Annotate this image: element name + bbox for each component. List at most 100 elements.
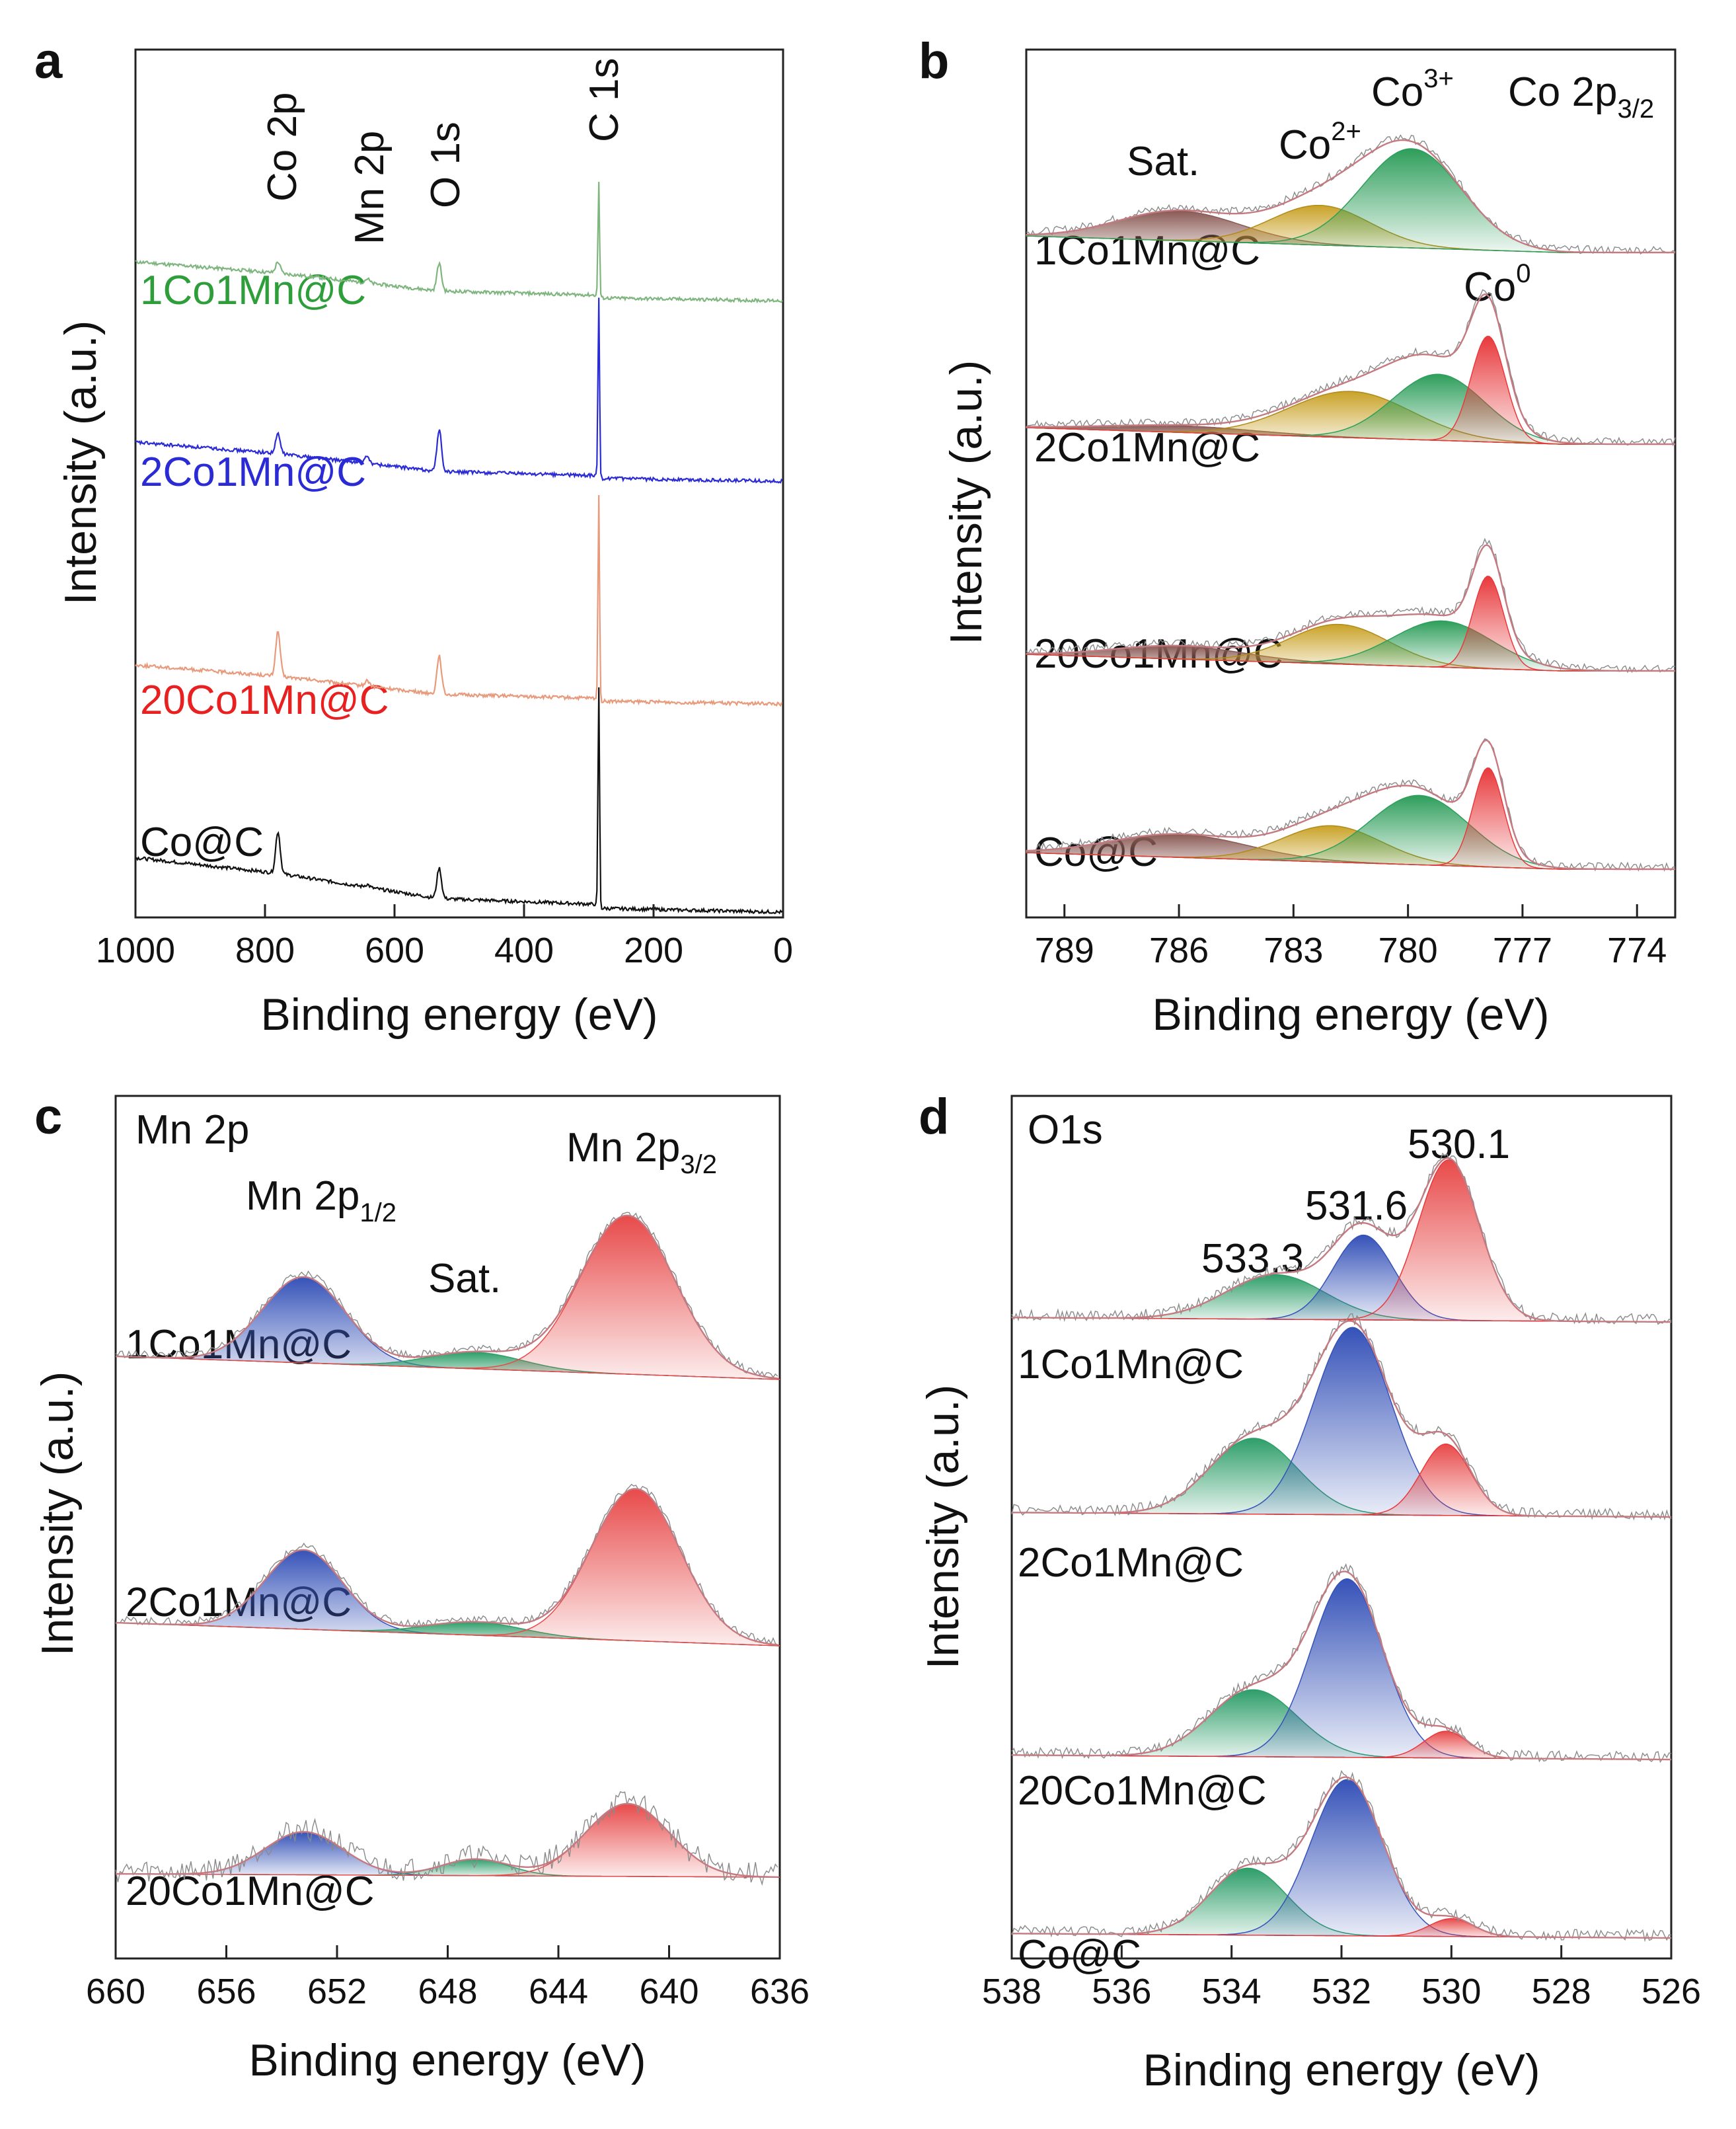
panel-b-xlabel: Binding energy (eV) xyxy=(1152,989,1549,1040)
panel-a-plot: 1000 800 600 400 200 0 xyxy=(96,182,793,970)
panel-b-raw-20Co1Mn@C xyxy=(1026,537,1676,674)
panel-d-xtick-label: 528 xyxy=(1532,1972,1591,2011)
panel-c-letter: c xyxy=(34,1089,62,1145)
panel-d-530-label: 530.1 xyxy=(1408,1122,1510,1167)
panel-d-peak-20Co1Mn@C-530.1 xyxy=(1012,1730,1671,1760)
panel-a-co2p-label: Co 2p xyxy=(260,93,305,202)
panel-b-envelope-20Co1Mn@C xyxy=(1026,544,1675,672)
panel-c-label-20co1mn: 20Co1Mn@C xyxy=(126,1869,375,1914)
panel-d-xtick-label: 538 xyxy=(982,1972,1041,2011)
panel-a-label-20co1mn: 20Co1Mn@C xyxy=(140,677,389,723)
panel-a-xtick-label: 1000 xyxy=(96,931,175,970)
panel-c-ylabel: Intensity (a.u.) xyxy=(32,1372,83,1656)
panel-b-ylabel: Intensity (a.u.) xyxy=(941,360,991,645)
panel-c-peak-2Co1Mn@C-Mn 2p3/2 xyxy=(115,1488,780,1646)
panel-d-xtick-label: 526 xyxy=(1642,1972,1701,2011)
panel-a-xtick-label: 400 xyxy=(494,931,554,970)
panel-d-xtick-label: 536 xyxy=(1092,1972,1151,2011)
panel-c-xtick-label: 652 xyxy=(307,1972,367,2011)
panel-a-o1s-label: O 1s xyxy=(423,122,469,208)
panel-b-xtick-label: 780 xyxy=(1378,931,1438,970)
panel-c-xlabel: Binding energy (eV) xyxy=(248,2035,646,2085)
panel-d-plot: 538 536 534 532 530 528 526 xyxy=(982,1152,1701,2011)
panel-c-frame xyxy=(114,1095,781,1960)
panel-b-co0-label: Co0 xyxy=(1464,259,1531,310)
survey-line-2Co1Mn@C xyxy=(135,297,783,484)
panel-b-envelope-2Co1Mn@C xyxy=(1026,293,1675,445)
panel-b-letter: b xyxy=(919,33,949,89)
panel-c-peak-20Co1Mn@C-Mn 2p3/2 xyxy=(116,1803,780,1878)
panel-a-c1s-label: C 1s xyxy=(582,58,627,142)
panel-b-plot: 789 786 783 780 777 774 xyxy=(1026,134,1676,970)
survey-line-20Co1Mn@C xyxy=(135,494,783,707)
panel-c-xtick-label: 648 xyxy=(418,1972,477,2011)
panel-d-peak-Co@C-530.1 xyxy=(1012,1917,1671,1939)
panel-c-mn2p12-label: Mn 2p1/2 xyxy=(246,1173,396,1227)
panel-c-xtick-label: 656 xyxy=(196,1972,256,2011)
panel-d-raw-Co@C xyxy=(1011,1769,1672,1943)
panel-a-xtick-label: 800 xyxy=(235,931,295,970)
panel-c-xtick-label: 636 xyxy=(750,1972,810,2011)
panel-a-xtick-label: 0 xyxy=(773,931,793,970)
panel-b-envelope-Co@C xyxy=(1026,739,1675,871)
panel-b-raw-1Co1Mn@C xyxy=(1026,134,1676,255)
panel-b-xtick-label: 777 xyxy=(1493,931,1552,970)
panel-b-raw-Co@C xyxy=(1026,738,1676,872)
panel-a-frame xyxy=(134,48,784,919)
panel-d-xtick-label: 530 xyxy=(1421,1972,1481,2011)
panel-a-letter: a xyxy=(34,33,63,89)
panel-d-xtick-label: 532 xyxy=(1312,1972,1371,2011)
panel-c-envelope-2Co1Mn@C xyxy=(115,1488,778,1646)
panel-d-peak-2Co1Mn@C-530.1 xyxy=(1012,1444,1671,1518)
panel-d-label-2co1mn: 2Co1Mn@C xyxy=(1018,1540,1244,1586)
panel-b-peak-20Co1Mn@C-Co0 xyxy=(1026,576,1675,672)
panel-b-peak-1Co1Mn@C-Co3+ xyxy=(1026,148,1675,253)
panel-d-peak-20Co1Mn@C-531.6 xyxy=(1012,1578,1671,1760)
panel-d-title: O1s xyxy=(1028,1107,1103,1153)
panel-a-label-2co1mn: 2Co1Mn@C xyxy=(140,449,366,495)
panel-b-frame xyxy=(1025,48,1677,919)
panel-b-xtick-label: 789 xyxy=(1035,931,1094,970)
panel-d-label-co: Co@C xyxy=(1018,1932,1141,1978)
panel-c-envelope-1Co1Mn@C xyxy=(115,1214,778,1379)
panel-d-envelope-20Co1Mn@C xyxy=(1011,1570,1671,1761)
panel-c-mn2p32-label: Mn 2p3/2 xyxy=(566,1125,717,1179)
panel-d-label-1co1mn: 1Co1Mn@C xyxy=(1018,1342,1244,1387)
panel-a-label-1co1mn: 1Co1Mn@C xyxy=(140,268,366,313)
panel-b-xtick-label: 783 xyxy=(1264,931,1323,970)
panel-b-co3-label: Co3+ xyxy=(1371,64,1454,115)
panel-c-plot: 660 656 652 648 644 640 636 xyxy=(86,1212,810,2011)
panel-c-peak-1Co1Mn@C-Mn 2p3/2 xyxy=(115,1215,780,1380)
panel-b-title: Co 2p3/2 xyxy=(1508,69,1654,124)
panel-d-envelope-Co@C xyxy=(1011,1776,1671,1939)
panel-b-peak-Co@C-Co0 xyxy=(1026,767,1675,870)
panel-d-xtick-label: 534 xyxy=(1202,1972,1262,2011)
panel-a-xtick-label: 200 xyxy=(624,931,683,970)
survey-line-Co@C xyxy=(135,687,783,915)
panel-b-xtick-label: 786 xyxy=(1149,931,1209,970)
panel-d-letter: d xyxy=(919,1089,949,1145)
panel-a-xlabel: Binding energy (eV) xyxy=(260,989,658,1040)
panel-b-sat-label: Sat. xyxy=(1127,139,1199,184)
panel-c-raw-20Co1Mn@C xyxy=(115,1791,778,1886)
panel-c-title: Mn 2p xyxy=(135,1107,249,1153)
panel-c-xtick-label: 644 xyxy=(529,1972,588,2011)
panel-c-xtick-label: 640 xyxy=(639,1972,698,2011)
panel-b-co2-label: Co2+ xyxy=(1279,117,1361,168)
panel-b-xtick-label: 774 xyxy=(1607,931,1667,970)
panel-d-peak-1Co1Mn@C-530.1 xyxy=(1012,1159,1671,1323)
panel-c-raw-2Co1Mn@C xyxy=(115,1483,778,1646)
panel-b-envelope-1Co1Mn@C xyxy=(1026,139,1675,254)
panel-a-xtick-label: 600 xyxy=(365,931,424,970)
panel-a-label-co: Co@C xyxy=(140,820,264,865)
panel-d-xlabel: Binding energy (eV) xyxy=(1143,2045,1540,2095)
panel-d-ylabel: Intensity (a.u.) xyxy=(918,1385,968,1670)
panel-d-peak-1Co1Mn@C-531.6 xyxy=(1012,1234,1671,1323)
panel-c-envelope-20Co1Mn@C xyxy=(116,1802,778,1878)
panel-c-xtick-label: 660 xyxy=(86,1972,145,2011)
panel-d-envelope-1Co1Mn@C xyxy=(1011,1157,1671,1323)
panel-b-peak-2Co1Mn@C-Co0 xyxy=(1026,336,1675,445)
survey-line-1Co1Mn@C xyxy=(135,182,783,304)
panel-a-mn2p-label: Mn 2p xyxy=(347,131,393,245)
